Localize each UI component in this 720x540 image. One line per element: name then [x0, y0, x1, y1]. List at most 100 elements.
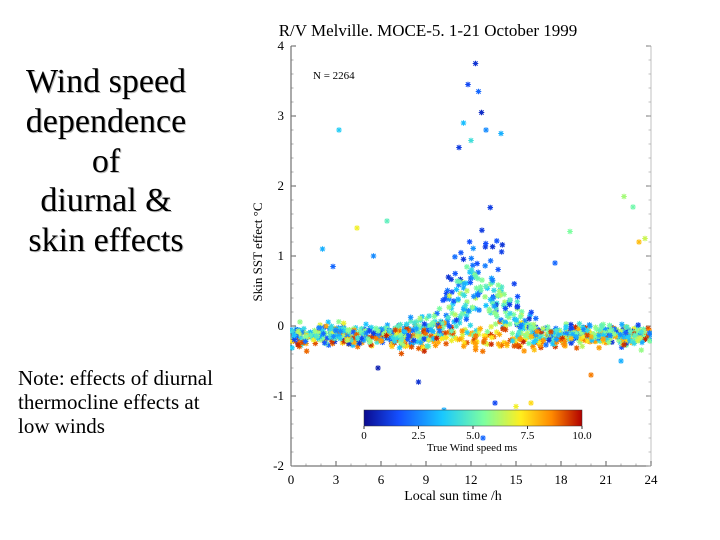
data-point: [461, 340, 468, 346]
data-point: [411, 332, 417, 338]
data-point: [543, 342, 549, 348]
data-point: [299, 329, 305, 335]
data-point: [473, 285, 480, 291]
data-point: [606, 328, 613, 334]
data-point: [360, 337, 367, 344]
data-point: [291, 336, 298, 343]
data-point: [467, 322, 474, 329]
data-point: [295, 328, 301, 335]
data-point: [509, 338, 516, 344]
data-point: [449, 289, 455, 295]
data-point: [405, 336, 411, 343]
data-point: [421, 348, 428, 354]
data-point: [367, 338, 374, 344]
data-point: [453, 317, 460, 323]
data-point: [462, 326, 468, 333]
data-point: [483, 302, 489, 309]
data-point: [290, 345, 295, 351]
data-point: [366, 328, 373, 334]
data-point: [302, 338, 309, 345]
data-point: [328, 323, 335, 330]
data-point: [563, 321, 569, 327]
data-point: [378, 338, 384, 344]
data-point: [402, 337, 409, 344]
data-point: [445, 314, 451, 321]
data-point: [472, 343, 479, 350]
data-point: [601, 330, 608, 336]
data-point: [517, 314, 524, 320]
data-point: [421, 336, 427, 342]
data-point: [459, 328, 465, 334]
x-tick-label: 24: [645, 472, 659, 487]
data-point: [446, 304, 452, 311]
data-point: [434, 310, 440, 317]
data-point: [467, 275, 474, 281]
data-point: [532, 325, 539, 332]
data-point: [501, 291, 507, 298]
data-point: [609, 327, 615, 333]
data-point: [464, 264, 470, 270]
data-point: [502, 319, 508, 325]
data-point: [553, 336, 560, 343]
data-point: [549, 341, 556, 347]
data-point: [345, 327, 352, 334]
data-point: [561, 342, 567, 348]
data-point: [480, 339, 487, 345]
data-point: [337, 335, 343, 342]
data-point: [580, 333, 587, 340]
data-point: [373, 335, 380, 342]
data-point: [589, 337, 595, 344]
data-point: [443, 290, 450, 297]
title-line: dependence: [25, 102, 187, 140]
data-point: [471, 336, 478, 342]
data-point: [592, 324, 599, 331]
data-point: [514, 304, 521, 310]
data-point: [365, 336, 371, 342]
data-point: [488, 334, 495, 341]
data-point: [395, 323, 402, 329]
colorbar-tick-label: 5.0: [466, 430, 480, 442]
data-point: [552, 343, 559, 350]
y-tick-label: 2: [278, 178, 285, 193]
data-point: [596, 327, 603, 334]
data-point: [470, 262, 476, 269]
data-point: [456, 278, 463, 285]
data-point: [647, 338, 652, 344]
data-point: [627, 328, 633, 335]
data-point: [452, 311, 458, 318]
data-point: [319, 335, 326, 342]
data-point: [498, 130, 504, 137]
data-point: [346, 341, 352, 347]
data-point: [444, 320, 450, 326]
data-point: [511, 281, 518, 287]
data-point: [487, 204, 494, 211]
data-point: [470, 245, 477, 252]
y-tick-label: -2: [273, 458, 284, 473]
data-point: [291, 332, 298, 339]
data-point: [475, 331, 482, 338]
data-point: [488, 341, 495, 348]
data-point: [482, 294, 488, 300]
data-point: [444, 317, 451, 323]
data-point: [472, 305, 479, 312]
data-point: [500, 326, 506, 332]
data-point: [389, 343, 395, 350]
data-point: [615, 337, 622, 343]
data-point: [370, 253, 377, 259]
data-point: [313, 333, 320, 340]
y-tick-label: 1: [278, 248, 285, 263]
data-point: [638, 347, 645, 353]
data-point: [606, 322, 613, 329]
data-point: [384, 218, 390, 224]
data-point: [351, 335, 358, 342]
data-point: [469, 304, 476, 311]
data-point: [479, 348, 486, 355]
data-point: [568, 335, 574, 342]
data-point: [438, 332, 445, 339]
data-point: [472, 273, 479, 280]
data-point: [559, 335, 566, 342]
data-point: [466, 239, 473, 245]
data-point: [488, 275, 495, 282]
data-point: [470, 293, 477, 300]
data-point: [613, 326, 620, 333]
